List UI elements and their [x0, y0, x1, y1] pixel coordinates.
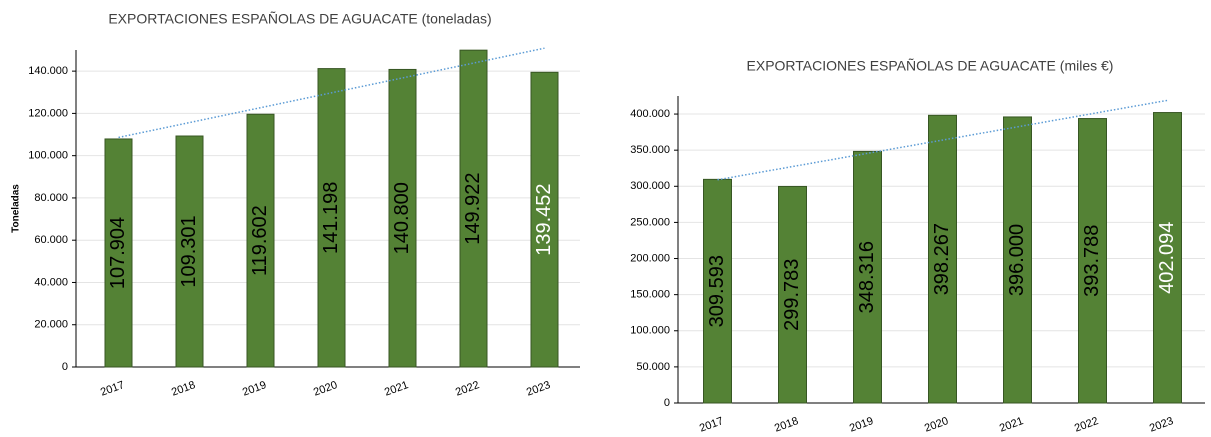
chart-title: EXPORTACIONES ESPAÑOLAS DE AGUACATE (mil…: [747, 58, 1114, 74]
x-tick-label: 2021: [383, 379, 410, 399]
bar: [317, 68, 346, 368]
bar: [1003, 116, 1032, 404]
bar: [246, 113, 275, 368]
trendline: [118, 47, 545, 139]
y-tick-label: 20.000: [34, 319, 68, 331]
y-tick-label: 80.000: [34, 192, 68, 204]
chart-title: EXPORTACIONES ESPAÑOLAS DE AGUACATE (ton…: [108, 11, 491, 27]
y-tick-label: 120.000: [28, 107, 68, 119]
value-label: 396.000: [1006, 224, 1028, 296]
y-tick-label: 300.000: [630, 180, 670, 192]
x-tick-label: 2017: [99, 379, 126, 399]
bar: [459, 49, 488, 368]
value-label: 109.301: [178, 215, 200, 287]
x-tick-label: 2019: [848, 415, 875, 435]
x-tick-label: 2023: [525, 379, 552, 399]
x-tick-label: 2019: [241, 379, 268, 399]
x-tick-label: 2022: [454, 379, 481, 399]
y-tick-label: 350.000: [630, 144, 670, 156]
value-label: 309.593: [706, 255, 728, 327]
value-label: 107.904: [107, 217, 129, 289]
x-tick-label: 2018: [773, 415, 800, 435]
y-tick-label: 0: [62, 361, 68, 373]
x-tick-label: 2022: [1073, 415, 1100, 435]
x-tick-label: 2021: [998, 415, 1025, 435]
x-tick-label: 2020: [312, 379, 339, 399]
bar: [388, 68, 417, 368]
x-tick-label: 2017: [698, 415, 725, 435]
y-tick-label: 60.000: [34, 234, 68, 246]
y-tick-label: 200.000: [630, 252, 670, 264]
value-label: 393.788: [1081, 225, 1103, 297]
value-label: 398.267: [931, 223, 953, 295]
value-label: 119.602: [249, 205, 271, 276]
value-label: 299.783: [781, 259, 803, 331]
bar: [778, 185, 807, 404]
y-axis-title: Toneladas: [11, 184, 22, 233]
x-tick-label: 2020: [923, 415, 950, 435]
bar: [1078, 118, 1107, 404]
bar: [175, 135, 204, 368]
value-label: 149.922: [462, 172, 484, 244]
y-tick-label: 100.000: [28, 150, 68, 162]
y-tick-label: 100.000: [630, 325, 670, 337]
bar: [1153, 112, 1182, 404]
value-label: 348.316: [856, 241, 878, 313]
y-tick-label: 400.000: [630, 108, 670, 120]
value-label: 402.094: [1156, 222, 1178, 294]
x-tick-label: 2018: [170, 379, 197, 399]
y-tick-label: 140.000: [28, 65, 68, 77]
y-tick-label: 40.000: [34, 276, 68, 288]
y-tick-label: 250.000: [630, 216, 670, 228]
y-tick-label: 0: [664, 397, 670, 409]
bar: [853, 150, 882, 404]
bar: [104, 138, 133, 368]
y-tick-label: 50.000: [636, 361, 670, 373]
x-tick-label: 2023: [1148, 415, 1175, 435]
bar: [703, 178, 732, 404]
bar: [928, 114, 957, 404]
trendline: [717, 99, 1168, 181]
value-label: 139.452: [533, 183, 555, 255]
y-tick-label: 150.000: [630, 289, 670, 301]
value-label: 141.198: [320, 182, 342, 254]
value-label: 140.800: [391, 182, 413, 254]
bar: [530, 71, 559, 368]
